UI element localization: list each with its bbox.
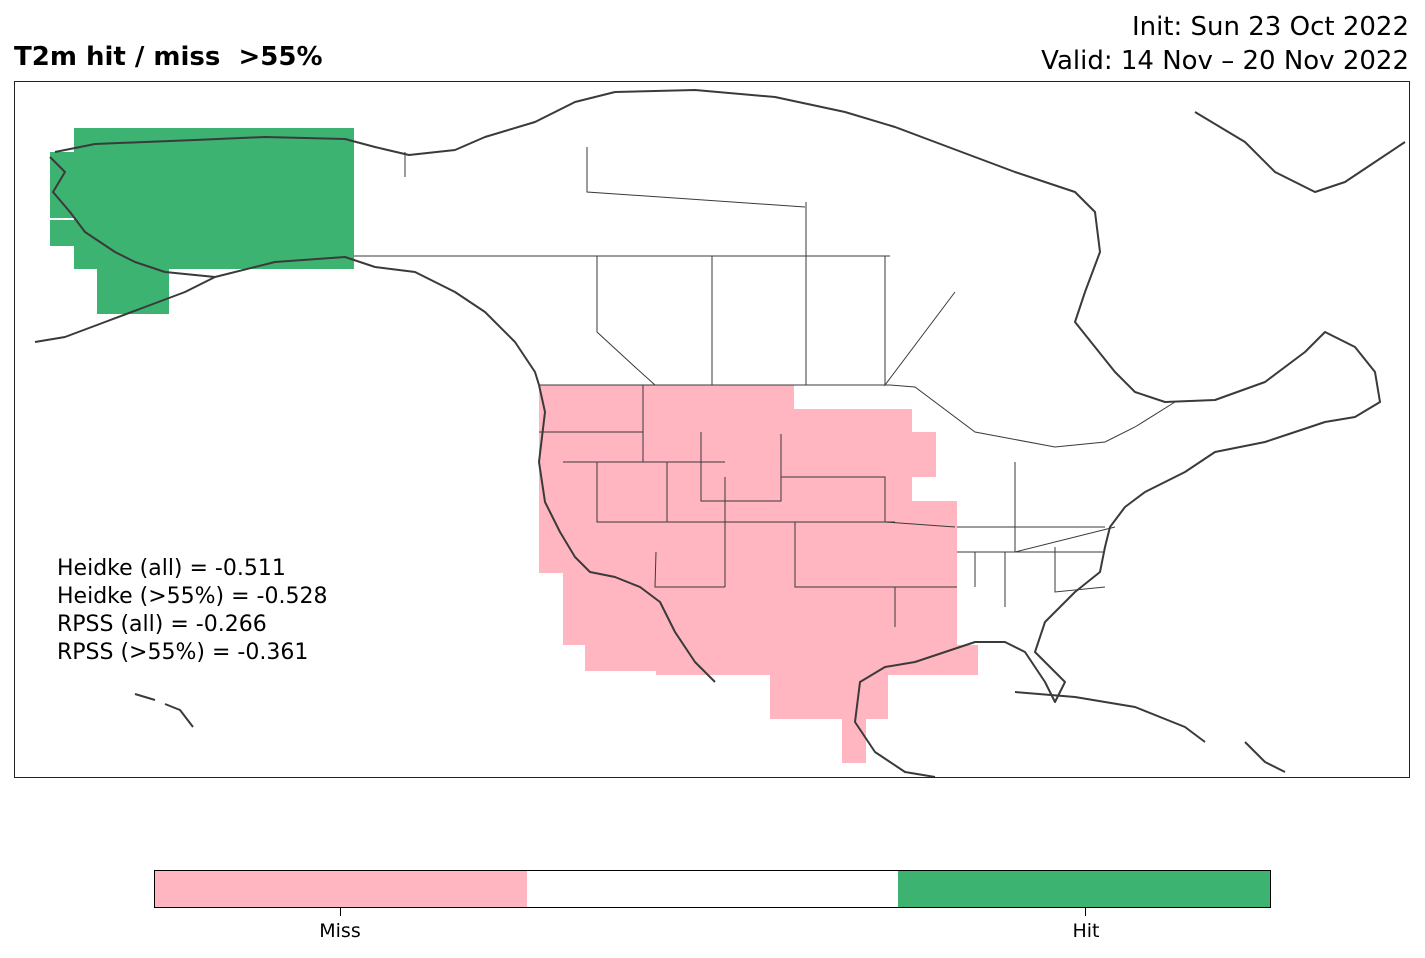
- verification-stats: Heidke (all) = -0.511 Heidke (>55%) = -0…: [57, 555, 327, 667]
- legend-hit-swatch: [898, 871, 1271, 907]
- heidke-55: Heidke (>55%) = -0.528: [57, 584, 328, 609]
- rpss-55: RPSS (>55%) = -0.361: [57, 640, 309, 665]
- map-title: T2m hit / miss >55%: [14, 42, 323, 72]
- date-info: Init: Sun 23 Oct 2022 Valid: 14 Nov – 20…: [1041, 10, 1409, 78]
- heidke-all: Heidke (all) = -0.511: [57, 556, 286, 581]
- hit-region-alaska: [50, 128, 354, 314]
- legend-miss-swatch: [155, 871, 527, 907]
- legend-label-miss: Miss: [319, 920, 361, 942]
- legend-label-hit: Hit: [1072, 920, 1100, 942]
- coastlines: [34, 89, 1406, 777]
- rpss-all: RPSS (all) = -0.266: [57, 612, 267, 637]
- borders: [354, 147, 1176, 627]
- miss-region-us: [539, 385, 978, 763]
- map-canvas: [34, 89, 1406, 777]
- legend-tick-hit: [1085, 908, 1086, 916]
- valid-range: Valid: 14 Nov – 20 Nov 2022: [1041, 46, 1409, 76]
- init-date: Init: Sun 23 Oct 2022: [1131, 12, 1409, 42]
- map-panel: [14, 81, 1410, 778]
- legend-tick-miss: [340, 908, 341, 916]
- legend-neutral-swatch: [526, 871, 899, 907]
- legend-colorbar: [154, 870, 1271, 908]
